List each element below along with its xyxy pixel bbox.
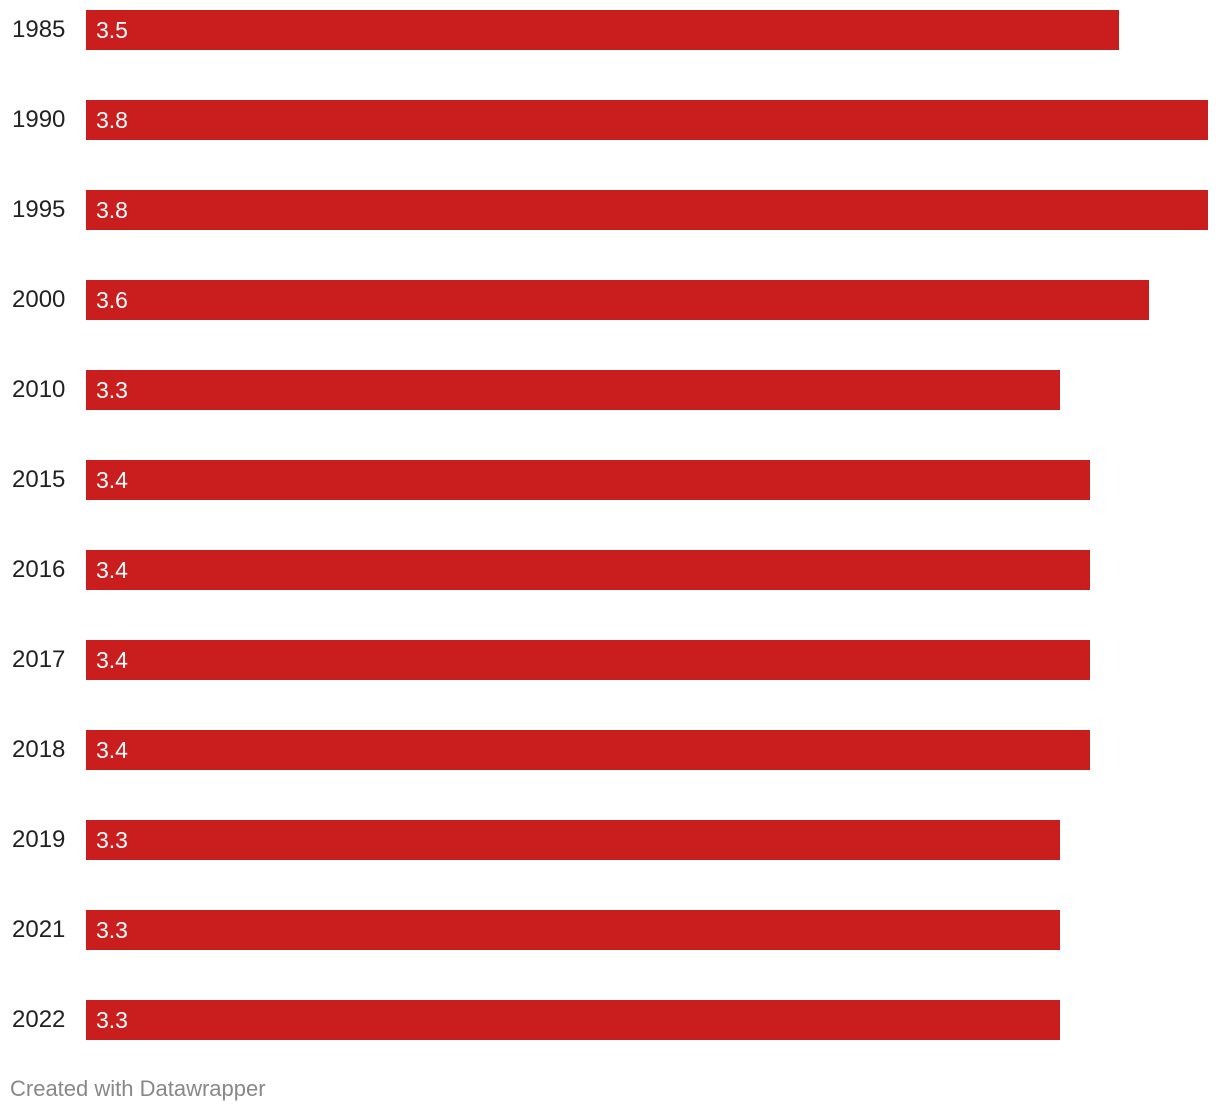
category-label: 2017 (12, 646, 66, 673)
category-label: 2021 (12, 916, 66, 943)
bar-value-label: 3.5 (96, 17, 128, 43)
bar-value-label: 3.8 (96, 107, 128, 133)
category-label: 2000 (12, 286, 66, 313)
category-label: 2018 (12, 736, 66, 763)
bar: 3.3 (86, 820, 1060, 860)
bar: 3.4 (86, 730, 1090, 770)
category-label: 1990 (12, 106, 66, 133)
bar: 3.4 (86, 640, 1090, 680)
bar: 3.5 (86, 10, 1119, 50)
category-label: 2015 (12, 466, 66, 493)
bar-value-label: 3.3 (96, 377, 128, 403)
bar: 3.4 (86, 460, 1090, 500)
bar-value-label: 3.3 (96, 917, 128, 943)
bar: 3.3 (86, 1000, 1060, 1040)
bar: 3.3 (86, 370, 1060, 410)
category-label: 2019 (12, 826, 66, 853)
bar: 3.8 (86, 100, 1208, 140)
category-label: 1985 (12, 16, 66, 43)
bar-value-label: 3.3 (96, 1007, 128, 1033)
bar-value-label: 3.8 (96, 197, 128, 223)
bar: 3.8 (86, 190, 1208, 230)
category-label: 2022 (12, 1006, 66, 1033)
bar-value-label: 3.4 (96, 737, 128, 763)
datawrapper-credit: Created with Datawrapper (10, 1076, 266, 1101)
bar: 3.3 (86, 910, 1060, 950)
bar-chart: 1985 3.5 1990 3.8 1995 3.8 2000 3.6 2010 3.3 2015 3… (12, 10, 1208, 1040)
bar-value-label: 3.3 (96, 827, 128, 853)
bar-value-label: 3.4 (96, 557, 128, 583)
category-label: 2016 (12, 556, 66, 583)
category-label: 1995 (12, 196, 66, 223)
category-label: 2010 (12, 376, 66, 403)
bar-value-label: 3.4 (96, 647, 128, 673)
bar: 3.6 (86, 280, 1149, 320)
bar: 3.4 (86, 550, 1090, 590)
bar-value-label: 3.4 (96, 467, 128, 493)
bar-value-label: 3.6 (96, 287, 128, 313)
